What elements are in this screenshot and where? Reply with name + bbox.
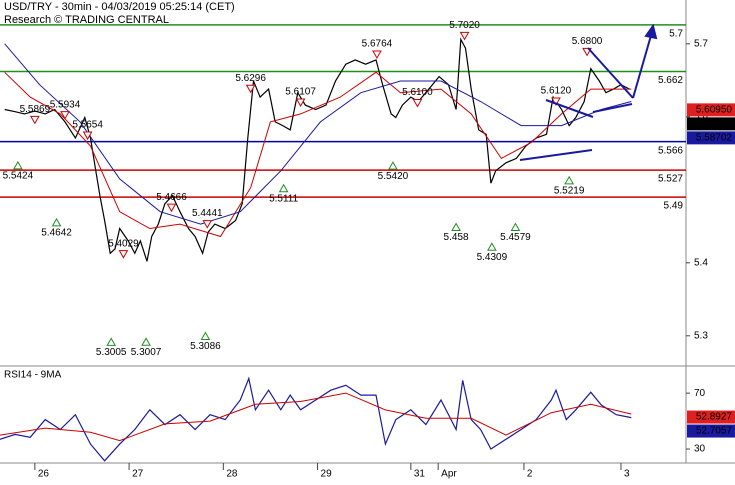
- pattern-line: [587, 47, 634, 99]
- price-tag: [687, 117, 735, 131]
- low-marker: [51, 217, 62, 227]
- high-marker: [551, 97, 561, 107]
- high-label: 5.5654: [72, 120, 103, 131]
- level-label: 5.49: [664, 201, 684, 212]
- y-tick-label: 5.3: [694, 330, 708, 341]
- x-tick-label: 2: [527, 469, 533, 480]
- rsi-title: RSI14 - 9MA: [4, 370, 62, 381]
- low-label: 5.4309: [477, 252, 508, 263]
- low-label: 5.4642: [41, 228, 72, 239]
- high-marker: [202, 220, 213, 229]
- pattern-line: [519, 149, 593, 161]
- high-marker: [372, 50, 382, 60]
- high-label: 5.6800: [572, 36, 603, 47]
- pattern-lines: [519, 23, 658, 161]
- chart-title: USD/TRY - 30min - 04/03/2019 05:25:14 (C…: [4, 1, 235, 13]
- y-tick-label: 5.4: [694, 257, 708, 268]
- high-label: 5.5869: [20, 104, 51, 115]
- low-marker: [106, 337, 117, 346]
- high-label: 5.4441: [192, 208, 223, 219]
- low-marker: [564, 175, 575, 185]
- high-label: 5.5934: [50, 99, 81, 110]
- low-label: 5.5420: [378, 171, 409, 182]
- x-tick-label: 29: [321, 469, 333, 480]
- low-marker: [451, 222, 461, 231]
- high-marker: [60, 111, 70, 120]
- high-label: 5.6296: [235, 73, 266, 84]
- high-marker: [30, 115, 40, 125]
- low-label: 5.458: [444, 232, 469, 243]
- series-line: [4, 43, 632, 225]
- low-label: 5.5219: [554, 185, 585, 196]
- level-label: 5.566: [658, 145, 683, 156]
- series-line: [4, 71, 632, 238]
- price-tag-label: 52.7057: [696, 426, 733, 437]
- low-label: 5.5424: [3, 170, 34, 181]
- low-label: 5.4579: [500, 232, 531, 243]
- y-tick-label: 5.7: [694, 38, 708, 49]
- high-marker: [118, 250, 129, 259]
- price-tag-label: 5.58702: [696, 133, 733, 144]
- pattern-line: [592, 103, 633, 113]
- high-label: 5.6764: [362, 39, 393, 50]
- low-marker: [487, 242, 497, 251]
- high-label: 5.4029: [108, 238, 139, 249]
- low-marker: [510, 222, 521, 232]
- level-label: 5.662: [658, 75, 683, 86]
- x-tick-label: Apr: [441, 469, 457, 480]
- y-tick-label: 70: [694, 388, 706, 399]
- high-marker: [295, 98, 306, 107]
- forecast-arrowhead: [644, 23, 658, 40]
- low-marker: [388, 161, 398, 170]
- low-marker: [13, 160, 23, 170]
- series-line: [0, 392, 632, 442]
- price-tag: [687, 410, 735, 424]
- x-tick-label: 26: [38, 469, 50, 480]
- pattern-line: [545, 99, 594, 118]
- low-marker: [278, 183, 289, 193]
- high-label: 5.7020: [449, 20, 480, 31]
- high-label: 5.6120: [541, 86, 572, 97]
- y-tick-label: 5.6: [694, 111, 708, 122]
- price-tag-label: 52.8927: [696, 412, 733, 423]
- forecast-arrow: [632, 31, 653, 99]
- marks: 5.3 5.4 5.6 5.7 26 27 28 29 31 Apr 2 3 5.7 5.662 5.566…: [0, 20, 735, 480]
- high-label: 5.4666: [156, 192, 187, 203]
- low-label: 5.3007: [131, 347, 162, 358]
- high-marker: [459, 31, 470, 41]
- low-marker: [141, 337, 151, 346]
- x-tick-label: 27: [132, 469, 144, 480]
- low-marker: [200, 331, 211, 341]
- high-marker: [82, 131, 93, 141]
- high-marker: [245, 84, 256, 94]
- price-tag-label: 5.60950: [696, 105, 733, 116]
- x-tick-label: 3: [624, 469, 630, 480]
- x-tick-label: 28: [226, 469, 238, 480]
- price-tag: [687, 424, 735, 438]
- low-label: 5.3086: [190, 341, 221, 352]
- price-tag: [687, 131, 735, 145]
- level-label: 5.527: [658, 174, 683, 185]
- high-label: 5.6107: [285, 87, 316, 98]
- high-marker: [412, 99, 423, 108]
- y-tick-label: 30: [694, 444, 706, 455]
- chart-subtitle: Research © TRADING CENTRAL: [4, 14, 169, 26]
- high-marker: [166, 203, 177, 213]
- price-tag-label: 5.609: [707, 119, 732, 130]
- price-tag: [687, 103, 735, 117]
- level-label: 5.7: [669, 28, 683, 39]
- low-label: 5.3005: [96, 347, 127, 358]
- series-line: [0, 376, 632, 462]
- low-label: 5.5111: [269, 193, 299, 204]
- high-label: 5.6100: [402, 87, 433, 98]
- x-tick-label: 31: [414, 469, 426, 480]
